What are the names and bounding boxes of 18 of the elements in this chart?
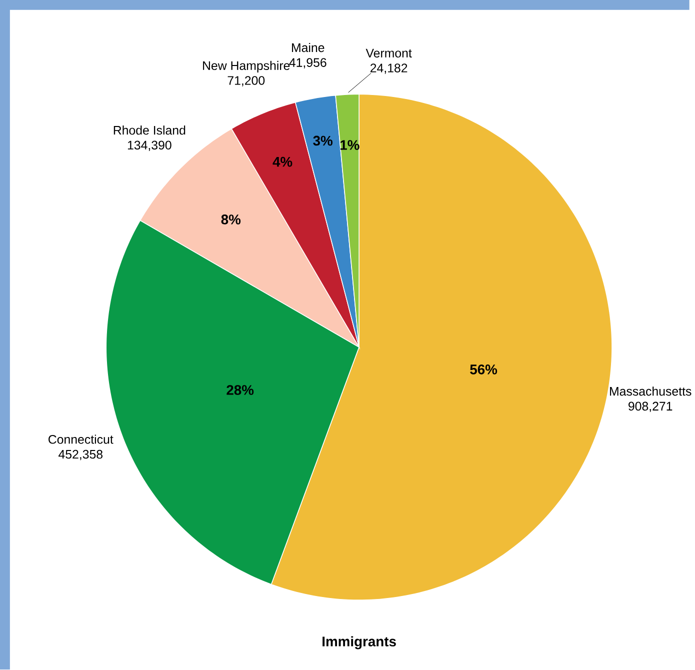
text: 3%	[313, 136, 332, 146]
slice-label: New Hampshire	[203, 61, 290, 73]
slice-label: Massachusetts	[610, 386, 692, 396]
data-label: 134,390	[128, 141, 172, 152]
slice-label: Rhode Island	[114, 126, 186, 135]
data-label: 71,200	[228, 76, 265, 87]
slice-label: Vermont	[366, 49, 412, 58]
text: 8%	[221, 214, 241, 225]
data-label: 41,956	[289, 58, 326, 69]
text: 4%	[272, 157, 292, 167]
data-label: 908,271	[628, 402, 672, 412]
text: Immigrants	[322, 636, 396, 650]
slice-label: Connecticut	[48, 434, 114, 444]
text: 56%	[470, 364, 498, 375]
text: 28%	[226, 385, 254, 396]
data-label: 452,358	[58, 450, 103, 460]
data-label: 24,182	[370, 64, 408, 74]
slice-label: Maine	[292, 43, 324, 52]
